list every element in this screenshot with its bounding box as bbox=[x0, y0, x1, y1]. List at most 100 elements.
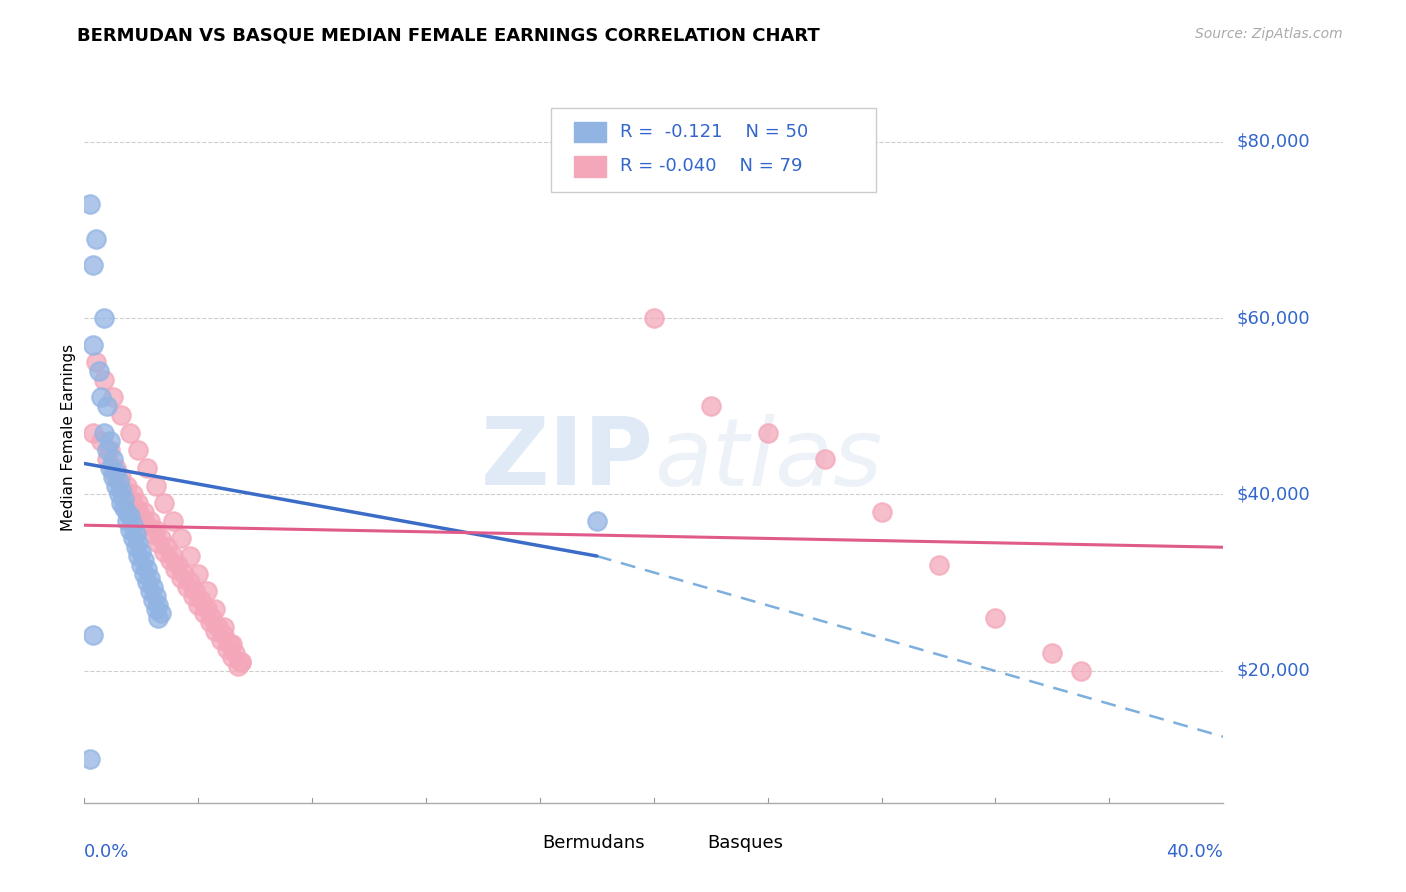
Point bbox=[193, 607, 215, 621]
Text: BERMUDAN VS BASQUE MEDIAN FEMALE EARNINGS CORRELATION CHART: BERMUDAN VS BASQUE MEDIAN FEMALE EARNING… bbox=[77, 27, 820, 45]
Point bbox=[127, 549, 149, 563]
Point bbox=[110, 496, 132, 510]
Point bbox=[215, 641, 238, 656]
Point bbox=[124, 540, 146, 554]
Point bbox=[131, 509, 153, 524]
Point bbox=[110, 469, 132, 483]
Point bbox=[82, 425, 104, 440]
Point bbox=[96, 399, 118, 413]
Point bbox=[115, 505, 138, 519]
Point bbox=[229, 655, 252, 669]
Point bbox=[90, 434, 112, 449]
Point bbox=[121, 532, 143, 546]
Point bbox=[93, 373, 115, 387]
Point bbox=[195, 602, 218, 616]
Text: 40.0%: 40.0% bbox=[1167, 843, 1223, 861]
Point bbox=[142, 580, 165, 594]
Point bbox=[96, 443, 118, 458]
Point bbox=[121, 487, 143, 501]
Point bbox=[127, 536, 149, 550]
Point bbox=[82, 628, 104, 642]
Text: $60,000: $60,000 bbox=[1237, 310, 1310, 327]
Point bbox=[136, 575, 159, 590]
Point bbox=[82, 337, 104, 351]
Bar bbox=[671, 838, 696, 855]
Point bbox=[101, 466, 124, 480]
Point bbox=[153, 544, 176, 558]
Y-axis label: Median Female Earnings: Median Female Earnings bbox=[60, 343, 76, 531]
Text: Bermudans: Bermudans bbox=[543, 834, 645, 852]
Point bbox=[212, 628, 235, 642]
Text: 0.0%: 0.0% bbox=[84, 843, 129, 861]
Point bbox=[150, 607, 173, 621]
Point bbox=[104, 466, 127, 480]
Bar bbox=[574, 156, 606, 177]
Point bbox=[104, 461, 127, 475]
Point bbox=[118, 523, 141, 537]
Point bbox=[153, 496, 176, 510]
Point bbox=[82, 258, 104, 272]
Point bbox=[586, 514, 609, 528]
Point bbox=[96, 452, 118, 467]
Point bbox=[145, 478, 167, 492]
Point bbox=[187, 566, 209, 581]
Point bbox=[204, 602, 226, 616]
Point bbox=[814, 452, 837, 467]
Point bbox=[204, 624, 226, 638]
Point bbox=[173, 566, 195, 581]
Text: $40,000: $40,000 bbox=[1237, 485, 1310, 503]
Point bbox=[101, 452, 124, 467]
Point bbox=[98, 434, 121, 449]
Point bbox=[98, 443, 121, 458]
Point bbox=[115, 514, 138, 528]
Point bbox=[170, 571, 193, 585]
Point bbox=[179, 549, 201, 563]
Point bbox=[156, 540, 179, 554]
Point bbox=[159, 553, 181, 567]
Point bbox=[224, 646, 246, 660]
Point bbox=[93, 425, 115, 440]
Point bbox=[162, 549, 184, 563]
Point bbox=[148, 536, 170, 550]
Point bbox=[110, 483, 132, 497]
Point bbox=[165, 562, 187, 576]
Point bbox=[179, 575, 201, 590]
Text: R = -0.040    N = 79: R = -0.040 N = 79 bbox=[620, 158, 803, 176]
Point bbox=[115, 478, 138, 492]
Point bbox=[170, 532, 193, 546]
Point bbox=[127, 496, 149, 510]
Point bbox=[209, 632, 232, 647]
Point bbox=[195, 584, 218, 599]
Bar bbox=[506, 838, 531, 855]
Point bbox=[139, 584, 162, 599]
Point bbox=[104, 478, 127, 492]
Point bbox=[134, 553, 156, 567]
Point bbox=[98, 461, 121, 475]
Point bbox=[142, 527, 165, 541]
Point bbox=[221, 650, 243, 665]
Point bbox=[928, 558, 950, 572]
Point bbox=[84, 355, 107, 369]
Point bbox=[190, 593, 212, 607]
Point bbox=[134, 566, 156, 581]
Point bbox=[101, 391, 124, 405]
Point bbox=[187, 598, 209, 612]
Point bbox=[207, 619, 229, 633]
Point bbox=[145, 523, 167, 537]
Point bbox=[167, 558, 190, 572]
Point bbox=[229, 655, 252, 669]
Point bbox=[131, 544, 153, 558]
Point bbox=[90, 391, 112, 405]
Point bbox=[1070, 664, 1092, 678]
Point bbox=[145, 602, 167, 616]
Point bbox=[124, 527, 146, 541]
Point bbox=[127, 443, 149, 458]
Point bbox=[201, 611, 224, 625]
Point bbox=[93, 311, 115, 326]
Point bbox=[870, 505, 893, 519]
Point bbox=[150, 532, 173, 546]
Text: Basques: Basques bbox=[707, 834, 783, 852]
FancyBboxPatch shape bbox=[551, 108, 876, 192]
Text: R =  -0.121    N = 50: R = -0.121 N = 50 bbox=[620, 123, 808, 141]
Point bbox=[87, 364, 110, 378]
